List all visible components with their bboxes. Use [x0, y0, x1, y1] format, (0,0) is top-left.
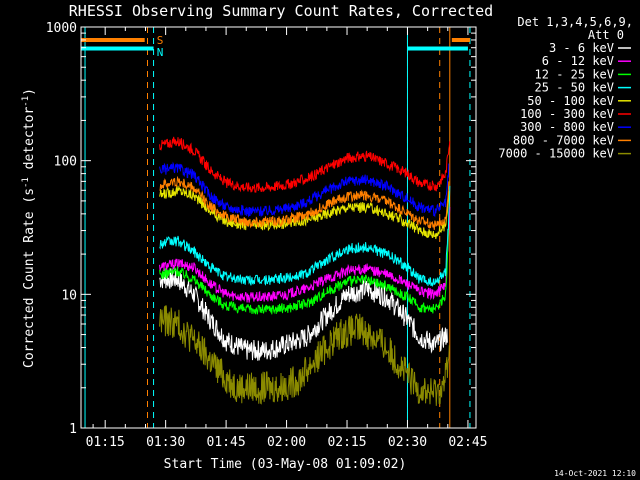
y-axis-label-end: ) — [22, 88, 37, 96]
y-axis-label-sup1: -1 — [21, 177, 31, 188]
legend-label: 300 - 800 keV — [520, 120, 614, 134]
y-tick-label: 10 — [61, 288, 77, 303]
legend-header-2: Att 0 — [588, 28, 624, 42]
x-tick-label: 02:00 — [267, 435, 306, 450]
legend-label: 800 - 7000 keV — [513, 133, 614, 147]
axes: 01:15 01:30 01:45 02:00 02:15 02:30 02:45 1 10 10… — [46, 21, 488, 450]
y-tick-label: 100 — [54, 155, 77, 170]
series-line — [159, 136, 451, 194]
y-axis-label-mid: detector — [22, 107, 37, 178]
attenuator-flags: SN — [81, 34, 470, 59]
series-line — [159, 305, 450, 406]
legend-label: 25 - 50 keV — [535, 81, 614, 95]
legend-label: 6 - 12 keV — [542, 54, 614, 68]
series-line — [159, 228, 450, 315]
series-line — [159, 267, 448, 361]
series-group — [159, 136, 451, 406]
y-axis-label-main: Corrected Count Rate (s — [22, 188, 37, 368]
series-line — [159, 161, 450, 218]
x-tick-label: 02:15 — [327, 435, 366, 450]
legend-label: 3 - 6 keV — [549, 41, 614, 55]
series-line — [159, 175, 450, 230]
chart-title: RHESSI Observing Summary Count Rates, Co… — [69, 2, 493, 20]
x-tick-label: 01:15 — [86, 435, 125, 450]
attenuator-label: N — [157, 46, 164, 59]
legend-label: 50 - 100 keV — [527, 94, 614, 108]
legend-label: 12 - 25 keV — [535, 67, 614, 81]
x-axis-label: Start Time (03-May-08 01:09:02) — [164, 457, 407, 472]
legend-label: 100 - 300 keV — [520, 107, 614, 121]
y-tick-label: 1000 — [46, 21, 77, 36]
y-axis-label-sup2: -1 — [21, 96, 31, 107]
y-axis-label: Corrected Count Rate (s-1 detector-1) — [21, 88, 37, 368]
x-tick-label: 01:45 — [207, 435, 246, 450]
footer-timestamp: 14-Oct-2021 12:10 — [554, 469, 636, 478]
plot-frame — [80, 26, 477, 429]
y-tick-label: 1 — [69, 422, 77, 437]
legend-header-1: Det 1,3,4,5,6,9, — [517, 15, 633, 29]
legend-label: 7000 - 15000 keV — [498, 147, 614, 161]
x-tick-label: 02:30 — [388, 435, 427, 450]
x-tick-label: 02:45 — [448, 435, 487, 450]
attenuator-label: S — [157, 34, 164, 47]
series-line — [159, 207, 451, 303]
x-tick-label: 01:30 — [146, 435, 185, 450]
series-line — [159, 185, 451, 287]
